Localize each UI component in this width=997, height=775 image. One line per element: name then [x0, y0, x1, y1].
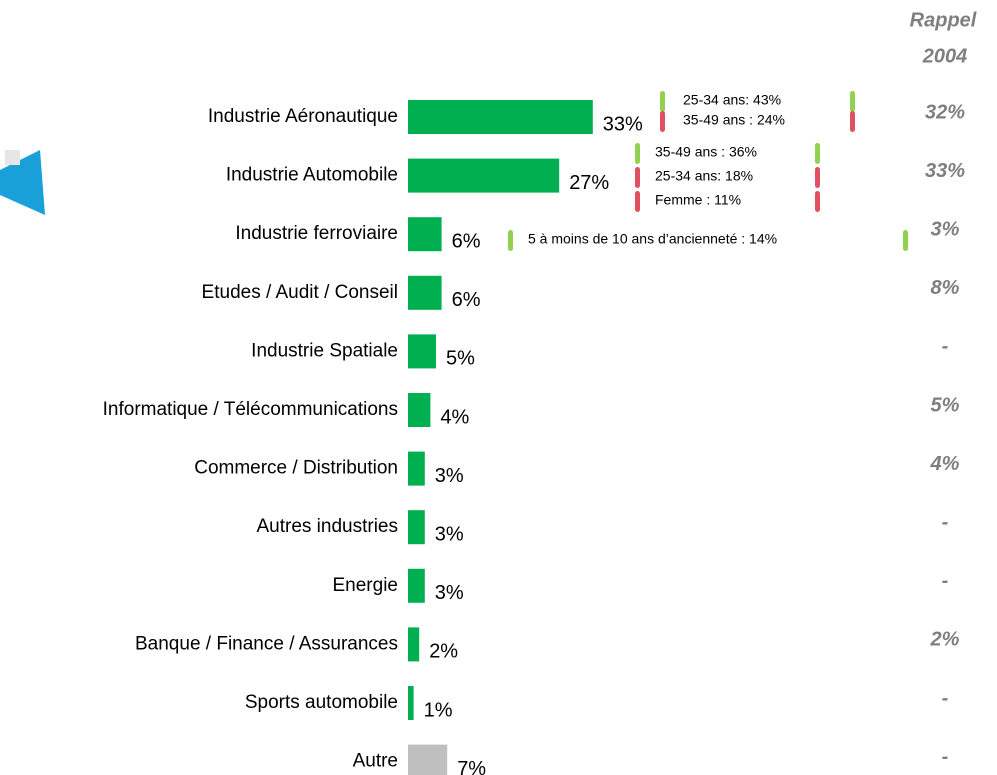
bar [408, 275, 442, 310]
value-label: 2% [429, 641, 458, 663]
bar [408, 744, 448, 775]
trend-marker [635, 191, 640, 212]
category-label: Industrie Automobile [226, 165, 398, 186]
category-label: Autre [353, 751, 398, 772]
trend-marker [903, 230, 908, 251]
trend-marker [850, 111, 855, 132]
comparison-value: - [942, 746, 949, 768]
value-label: 3% [435, 582, 464, 604]
trend-marker [660, 91, 665, 112]
comparison-value: 3% [931, 218, 960, 240]
category-label: Energie [333, 575, 399, 596]
category-label: Industrie Spatiale [251, 340, 398, 361]
trend-marker [815, 167, 820, 188]
comparison-value: - [942, 570, 949, 592]
annotation: 35-49 ans : 24% [683, 112, 785, 128]
value-label: 3% [435, 465, 464, 487]
trend-marker [508, 230, 513, 251]
bar [408, 393, 431, 427]
bar [408, 510, 425, 545]
trend-marker [660, 111, 665, 132]
trend-marker [850, 91, 855, 112]
annotation: 25-34 ans: 18% [655, 168, 753, 184]
comparison-header: Rappel [910, 9, 977, 31]
category-label: Commerce / Distribution [194, 458, 398, 479]
bar [408, 100, 593, 134]
trend-marker [815, 143, 820, 164]
comparison-value: 32% [925, 101, 965, 123]
comparison-value: 2% [930, 629, 960, 651]
trend-marker [635, 143, 640, 164]
annotation: 5 à moins de 10 ans d’ancienneté : 14% [528, 231, 777, 247]
bar [408, 158, 560, 193]
annotation: Femme : 11% [655, 192, 741, 208]
category-label: Sports automobile [245, 692, 398, 713]
bar [408, 568, 425, 603]
value-label: 1% [424, 699, 453, 721]
value-label: 7% [457, 758, 486, 775]
comparison-value: 33% [925, 160, 965, 182]
value-label: 6% [452, 230, 481, 252]
decoration [0, 150, 45, 215]
annotation: 35-49 ans : 36% [655, 144, 757, 160]
bar [408, 334, 436, 369]
trend-marker [815, 191, 820, 212]
value-label: 33% [603, 113, 643, 135]
category-label: Industrie Aéronautique [208, 106, 398, 127]
category-label: Industrie ferroviaire [235, 223, 398, 244]
comparison-header: 2004 [922, 45, 968, 67]
bar [408, 217, 442, 252]
bar [408, 686, 414, 720]
comparison-value: - [942, 336, 949, 358]
category-label: Informatique / Télécommunications [103, 399, 398, 420]
category-label: Banque / Finance / Assurances [135, 633, 398, 654]
category-label: Autres industries [256, 516, 398, 537]
comparison-value: 8% [931, 277, 960, 299]
value-label: 6% [452, 289, 481, 311]
value-label: 4% [440, 406, 469, 428]
trend-marker [635, 167, 640, 188]
decoration [5, 150, 20, 165]
comparison-value: - [942, 511, 949, 533]
category-label: Etudes / Audit / Conseil [202, 282, 398, 303]
comparison-value: 5% [931, 394, 960, 416]
comparison-value: - [942, 687, 949, 709]
value-label: 5% [446, 348, 475, 370]
value-label: 27% [569, 172, 609, 194]
annotation: 25-34 ans: 43% [683, 92, 781, 108]
bar [408, 451, 425, 486]
bar [408, 627, 420, 662]
value-label: 3% [435, 523, 464, 545]
comparison-value: 4% [930, 453, 960, 475]
